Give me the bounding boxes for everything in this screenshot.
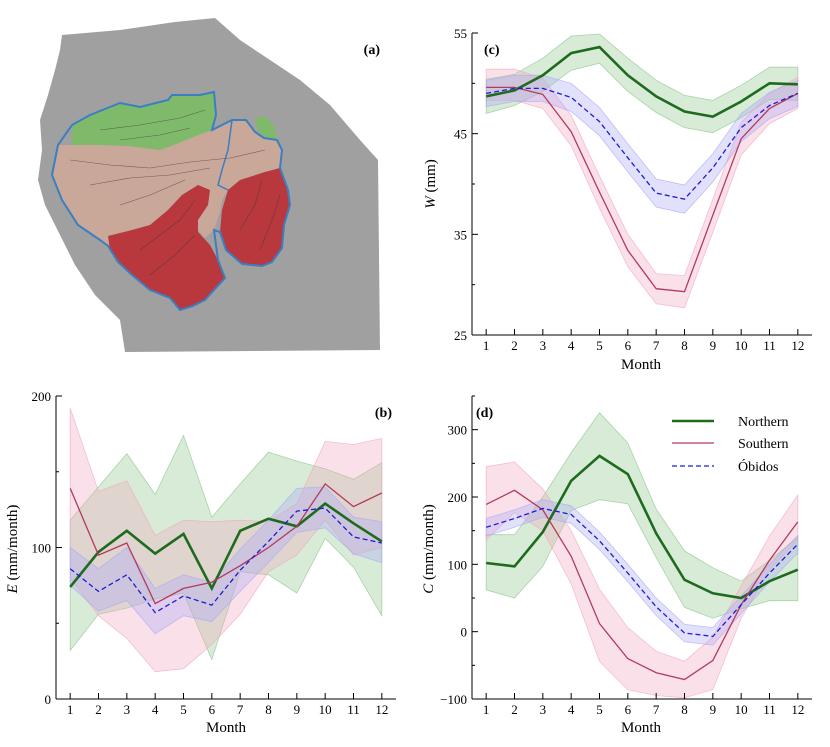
northern-region xyxy=(72,92,216,150)
panel-d-ylabel-unit: (mm/month) xyxy=(421,504,437,584)
panel-c-xtick-label: 11 xyxy=(763,338,776,353)
panel-b-xtick-label: 3 xyxy=(124,702,131,717)
central-region xyxy=(52,120,282,246)
panel-c-xtick-label: 1 xyxy=(483,338,490,353)
panel-b-xtick-label: 7 xyxy=(237,702,244,717)
panel-d-xtick-label: 6 xyxy=(625,702,632,717)
panel-c-ytick-label: 45 xyxy=(454,127,467,142)
panel-b-xlabel: Month xyxy=(206,720,247,736)
panel-d-xtick-label: 7 xyxy=(653,702,660,717)
amazon-basin-map-icon xyxy=(50,90,292,312)
panel-b-xtick-label: 12 xyxy=(375,702,388,717)
legend-label-obidos: Óbidos xyxy=(738,458,778,475)
panel-d-band-northern xyxy=(485,412,799,619)
panel-b-xtick-label: 8 xyxy=(265,702,272,717)
panel-c-xtick-label: 12 xyxy=(791,338,804,353)
panel-b-xtick-label: 1 xyxy=(67,702,74,717)
panel-b-xtick-label: 9 xyxy=(294,702,301,717)
panel-c-ylabel-unit: (mm) xyxy=(423,159,439,196)
panel-d-line-southern xyxy=(485,489,799,681)
southern-region-east xyxy=(220,168,290,266)
legend-label-northern: Northern xyxy=(738,415,789,430)
panel-b-xtick-label: 5 xyxy=(180,702,187,717)
panel-d-ytick-label: 100 xyxy=(448,557,468,572)
panel-c-xtick-label: 8 xyxy=(681,338,688,353)
panel-d-line-northern xyxy=(486,454,799,600)
panel-c-xtick-label: 10 xyxy=(735,338,748,353)
panel-b-xtick-label: 6 xyxy=(209,702,216,717)
panel-b-xtick-label: 4 xyxy=(152,702,159,717)
panel-d-xtick-label: 11 xyxy=(763,702,776,717)
panel-d-xtick-label: 8 xyxy=(681,702,688,717)
panel-d-ytick-label: 300 xyxy=(448,423,468,438)
panel-c-line-obidos xyxy=(486,87,799,200)
panel-c-ylabel: W (mm) xyxy=(423,159,439,209)
panel-b-ytick-label: 200 xyxy=(32,389,52,404)
panel-b-xtick-label: 10 xyxy=(319,702,332,717)
panel-d-xtick-label: 9 xyxy=(710,702,717,717)
panel-d-xtick-label: 1 xyxy=(483,702,490,717)
panel-b-xtick-label: 11 xyxy=(347,702,360,717)
panel-a-label: (a) xyxy=(364,43,381,58)
panel-c-xtick-label: 2 xyxy=(511,338,518,353)
panel-d-xtick-label: 5 xyxy=(596,702,603,717)
panel-b-line-southern xyxy=(69,482,383,605)
panel-b-label: (b) xyxy=(375,406,392,421)
panel-b-line-northern xyxy=(69,501,383,592)
panel-c-xtick-label: 9 xyxy=(710,338,717,353)
panel-c-xtick-label: 7 xyxy=(653,338,660,353)
panel-d-ylabel-var: C xyxy=(421,583,437,594)
panel-d-xtick-label: 4 xyxy=(568,702,575,717)
panel-c-ytick-label: 55 xyxy=(454,26,467,41)
panel-b-ytick-label: 100 xyxy=(32,541,52,556)
panel-b-band-obidos xyxy=(69,486,383,635)
legend-label-southern: Southern xyxy=(738,437,789,452)
panel-c-band-southern xyxy=(485,68,799,309)
panel-d-xtick-label: 3 xyxy=(540,702,547,717)
panel-d-line-obidos xyxy=(486,507,799,638)
panel-b-xtick-label: 2 xyxy=(95,702,102,717)
panel-c-xlabel: Month xyxy=(621,357,662,373)
panel-d-ytick-label: −100 xyxy=(440,692,467,707)
panel-c-xtick-label: 5 xyxy=(596,338,603,353)
panel-d-xlabel: Month xyxy=(621,720,662,736)
northern-region-east xyxy=(255,116,277,140)
panel-d-ylabel: C (mm/month) xyxy=(421,504,437,594)
panel-c-xtick-label: 6 xyxy=(625,338,632,353)
panel-c-label: (c) xyxy=(484,43,500,58)
panel-d-xtick-label: 2 xyxy=(511,702,518,717)
panel-c-ytick-label: 35 xyxy=(454,227,467,242)
panel-d-xtick-label: 10 xyxy=(735,702,748,717)
panel-b-line-obidos xyxy=(69,507,382,614)
basin-outline xyxy=(50,90,292,312)
river-network xyxy=(69,109,281,276)
panel-c-line-northern xyxy=(485,45,798,118)
panel-b-ylabel: E (mm/month) xyxy=(5,505,21,595)
panel-c-ytick-label: 25 xyxy=(454,328,467,343)
panel-d-band-obidos xyxy=(485,499,799,646)
panel-c-ylabel-var: W xyxy=(423,195,439,209)
panel-d-ytick-label: 0 xyxy=(461,625,468,640)
panel-b-ytick-label: 0 xyxy=(45,692,52,707)
panel-c-line-southern xyxy=(486,86,799,293)
panel-d-ytick-label: 200 xyxy=(448,490,468,505)
panel-c-xtick-label: 3 xyxy=(540,338,547,353)
panel-d-label: (d) xyxy=(476,406,493,421)
panel-b-band-northern xyxy=(69,434,383,661)
panel-a-map: (a) xyxy=(38,18,384,352)
legend: Northern Southern Óbidos xyxy=(672,415,789,475)
panel-d-xtick-label: 12 xyxy=(791,702,804,717)
panel-b-ylabel-unit: (mm/month) xyxy=(5,505,21,585)
panel-b-ylabel-var: E xyxy=(5,584,21,594)
sub-basin-divider xyxy=(217,119,233,191)
panel-c-xtick-label: 4 xyxy=(568,338,575,353)
